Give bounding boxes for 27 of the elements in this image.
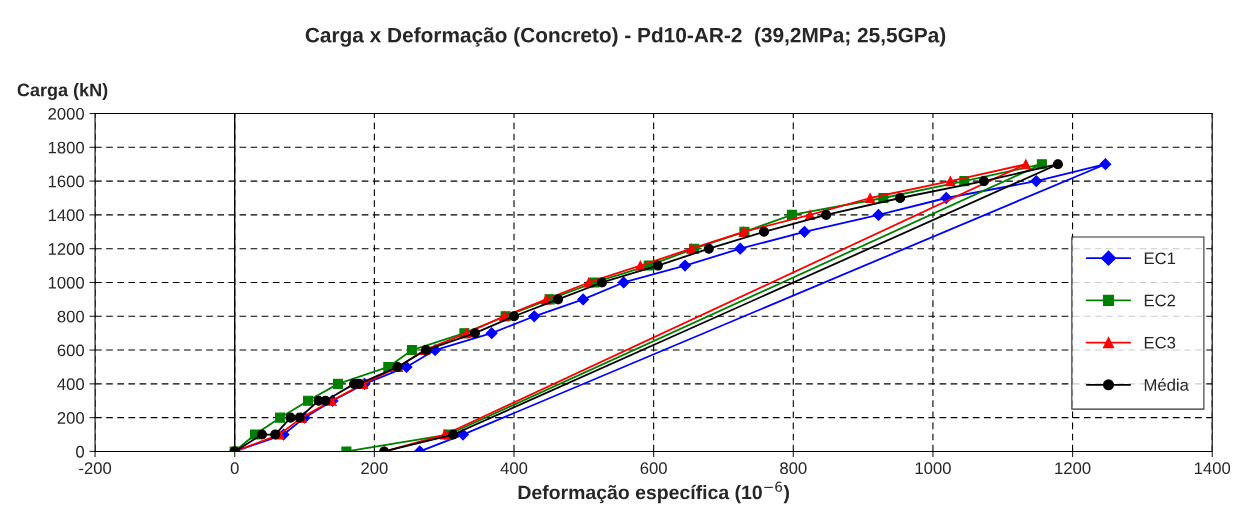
x-tick-label: 800 bbox=[780, 462, 807, 475]
chart-title: Carga x Deformação (Concreto) - Pd10-AR-2 (39,2MPa; 25,5GPa) bbox=[305, 27, 946, 47]
y-tick-label: 2000 bbox=[48, 107, 85, 120]
x-tick-label: 1000 bbox=[915, 462, 951, 475]
x-tick-label: 200 bbox=[361, 462, 388, 475]
y-tick-label: 1000 bbox=[48, 276, 85, 289]
y-tick-label: 1800 bbox=[48, 141, 85, 154]
x-tick-label: 1200 bbox=[1055, 462, 1091, 475]
x-tick-label: 0 bbox=[230, 462, 239, 475]
legend-label: EC3 bbox=[1144, 336, 1176, 349]
y-tick-label: 400 bbox=[57, 378, 85, 391]
y-tick-label: 600 bbox=[57, 344, 85, 357]
y-tick-label: 1200 bbox=[48, 243, 85, 255]
x-tick-label: 1400 bbox=[1194, 462, 1231, 475]
y-tick-label: 1600 bbox=[48, 175, 85, 188]
y-tick-label: 200 bbox=[57, 412, 85, 424]
legend-label: Média bbox=[1144, 378, 1189, 391]
x-tick-label: 600 bbox=[640, 462, 667, 475]
x-axis-title: Deformação específica (10$^{−6}$) bbox=[518, 481, 789, 504]
y-tick-label: 0 bbox=[76, 445, 85, 458]
legend-label: EC2 bbox=[1144, 294, 1176, 307]
y-tick-label: 1400 bbox=[48, 209, 85, 222]
legend-label: EC1 bbox=[1144, 252, 1176, 265]
y-tick-label: 800 bbox=[57, 310, 85, 323]
x-tick-label: 400 bbox=[500, 462, 528, 475]
x-tick-label: -200 bbox=[79, 462, 112, 475]
y-axis-title: Carga (kN) bbox=[17, 83, 108, 100]
